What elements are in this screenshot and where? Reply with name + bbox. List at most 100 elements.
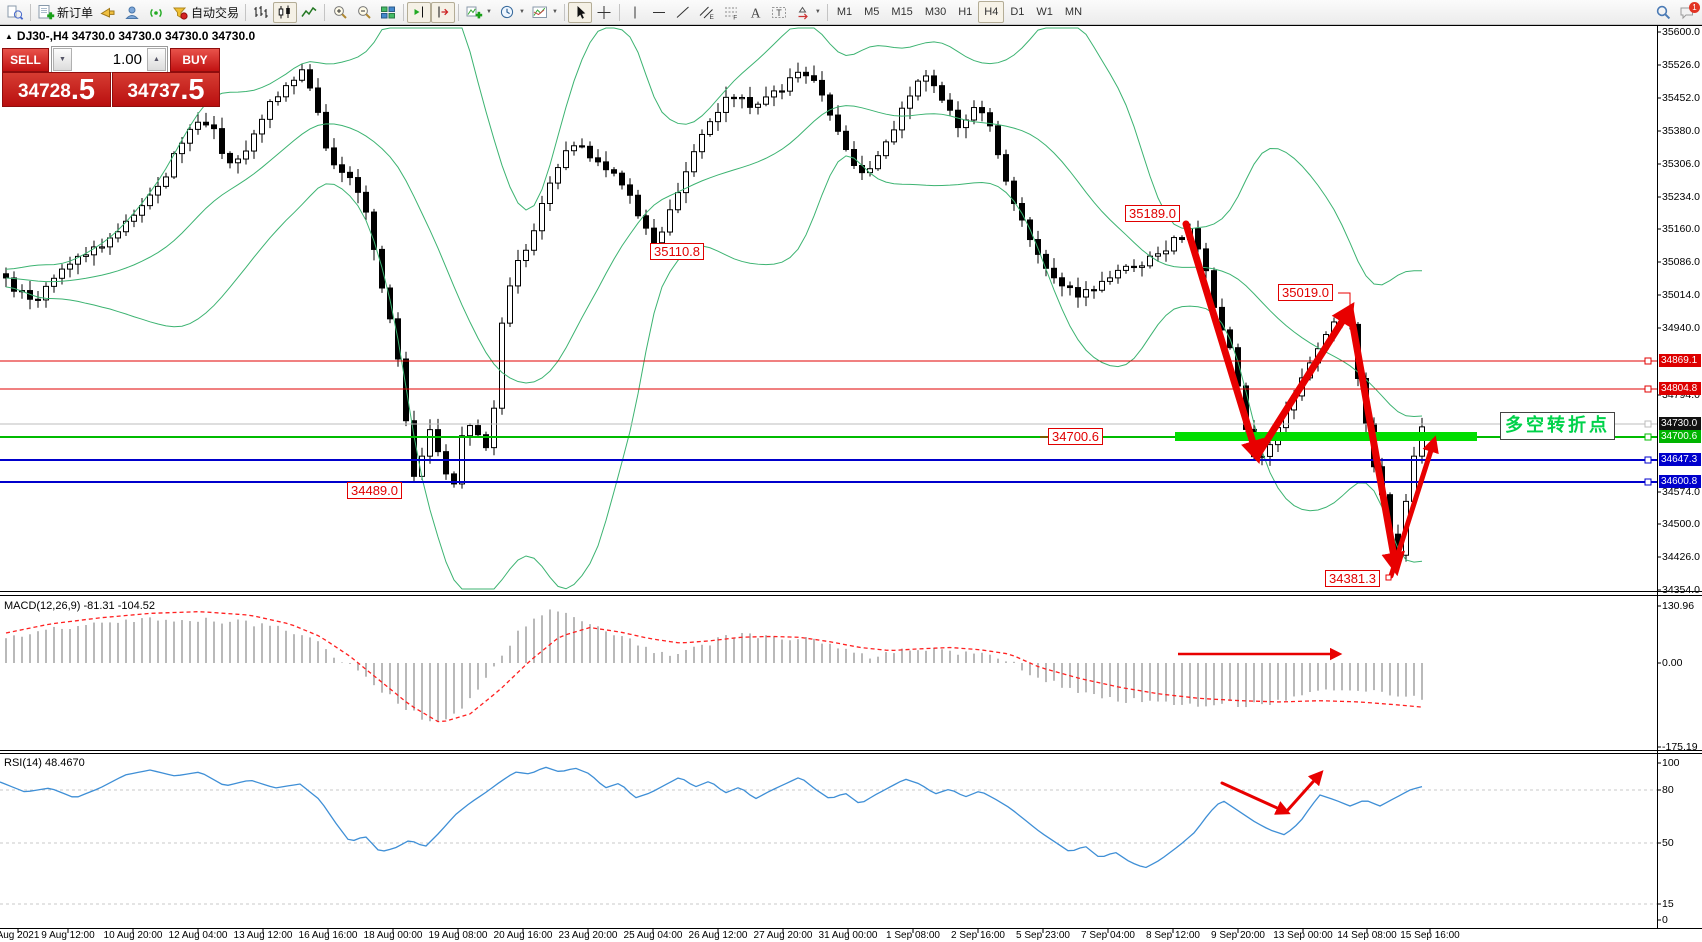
templates-button[interactable]: ▼ <box>528 2 561 23</box>
notifications-button[interactable]: 1 <box>1675 1 1700 23</box>
candle-chart-button[interactable] <box>273 1 298 23</box>
zoom-in-button[interactable] <box>328 2 352 23</box>
volume-decrease-button[interactable]: ▼ <box>53 48 72 71</box>
sell-button[interactable]: SELL <box>2 48 49 72</box>
channel-button[interactable]: E <box>695 2 719 23</box>
macd-histogram-bar <box>1325 663 1327 690</box>
auto-trading-button[interactable]: 自动交易 <box>168 2 242 23</box>
periods-button[interactable]: ▼ <box>495 2 528 23</box>
search-button[interactable] <box>1651 2 1675 23</box>
macd-histogram-bar <box>165 619 167 663</box>
macd-histogram-bar <box>13 635 15 663</box>
trendline-button[interactable] <box>671 2 695 23</box>
macd-histogram-bar <box>1205 663 1207 707</box>
toolbar-separator <box>403 3 405 21</box>
community-button[interactable] <box>120 2 144 23</box>
price-axis-border <box>1657 25 1658 929</box>
chart-window-button[interactable] <box>3 2 27 23</box>
macd-histogram-bar <box>917 650 919 663</box>
dropdown-caret-icon: ▼ <box>486 9 492 15</box>
chart-shift-button[interactable] <box>407 1 432 23</box>
candlestick <box>355 177 361 193</box>
candlestick <box>707 121 713 135</box>
cursor-icon <box>577 5 586 19</box>
volume-field[interactable]: 1.00 <box>112 51 142 68</box>
macd-histogram-bar <box>1381 663 1383 692</box>
macd-histogram-bar <box>1085 663 1087 693</box>
sell-price[interactable]: 34728 .5 <box>2 72 111 107</box>
candlestick <box>1067 285 1073 289</box>
tile-windows-button[interactable] <box>376 2 400 23</box>
cursor-button[interactable] <box>567 1 592 23</box>
macd-histogram-bar <box>661 651 663 663</box>
macd-histogram-bar <box>141 618 143 663</box>
candlestick <box>283 85 289 98</box>
dropdown-caret-icon: ▼ <box>518 9 525 15</box>
auto-scroll-button[interactable] <box>431 1 456 23</box>
timeframe-m5-button[interactable]: M5 <box>864 6 880 18</box>
buy-button[interactable]: BUY <box>170 48 220 72</box>
candlestick <box>891 129 897 143</box>
macd-histogram-bar <box>765 635 767 663</box>
vline-button[interactable] <box>623 2 647 23</box>
macd-histogram-bar <box>1349 663 1351 691</box>
indicators-button[interactable]: ▼ <box>462 2 495 23</box>
candlestick <box>83 254 89 257</box>
zoom-out-button[interactable] <box>352 2 376 23</box>
timeframe-m30-button[interactable]: M30 <box>924 6 947 18</box>
buy-price[interactable]: 34737 .5 <box>112 72 220 107</box>
hline-button[interactable] <box>647 2 671 23</box>
arrows-button[interactable]: ▼ <box>791 2 824 23</box>
candlestick <box>1075 287 1081 298</box>
dropdown-caret-icon: ▼ <box>551 9 558 15</box>
timeframe-d1-button[interactable]: D1 <box>1010 6 1025 18</box>
pane-separator <box>0 750 1702 751</box>
macd-histogram-bar <box>21 636 23 663</box>
new-order-button[interactable]: 新订单 <box>34 2 96 23</box>
candlestick <box>547 182 553 204</box>
candlestick <box>507 285 513 324</box>
macd-histogram-bar <box>973 653 975 663</box>
signals-button[interactable] <box>144 2 168 23</box>
candlestick <box>243 150 249 160</box>
candlestick <box>1019 203 1025 221</box>
timeframe-m1-button[interactable]: M1 <box>836 6 853 18</box>
candlestick <box>347 171 353 179</box>
volume-increase-button[interactable]: ▲ <box>147 48 166 71</box>
rsi-annotation-arrow <box>1220 781 1291 815</box>
candlestick <box>619 172 625 186</box>
macd-histogram-bar <box>581 621 583 663</box>
candle-chart-icon <box>278 5 290 18</box>
macd-histogram-bar <box>1221 663 1223 704</box>
text-button[interactable]: A <box>743 2 767 23</box>
line-chart-button[interactable] <box>297 2 321 23</box>
bar-chart-button[interactable] <box>249 2 273 23</box>
candlestick <box>99 246 105 249</box>
candlestick <box>795 71 801 79</box>
templates-icon <box>532 6 547 18</box>
macd-histogram-bar <box>221 623 223 663</box>
timeframe-h1-button[interactable]: H1 <box>958 6 973 18</box>
macd-histogram-bar <box>5 638 7 663</box>
timeframe-m15-button[interactable]: M15 <box>891 6 913 18</box>
news-button[interactable] <box>96 2 120 23</box>
candlestick <box>827 94 833 116</box>
candlestick <box>1043 253 1049 269</box>
macd-histogram-bar <box>533 618 535 663</box>
fibonacci-button[interactable]: F <box>719 2 743 23</box>
candlestick <box>443 451 449 475</box>
candlestick <box>203 121 209 126</box>
macd-histogram-bar <box>1397 663 1399 697</box>
macd-histogram-bar <box>1365 663 1367 692</box>
timeframe-h4-button[interactable]: H4 <box>978 1 1005 23</box>
macd-histogram-bar <box>837 648 839 663</box>
text-label-button[interactable]: T <box>767 2 791 23</box>
pane-separator <box>0 753 1702 754</box>
timeframe-w1-button[interactable]: W1 <box>1036 6 1053 18</box>
macd-histogram-bar <box>517 630 519 663</box>
crosshair-button[interactable] <box>592 2 616 23</box>
timeframe-mn-button[interactable]: MN <box>1064 6 1083 18</box>
candlestick <box>235 158 241 164</box>
candlestick <box>1091 289 1097 292</box>
